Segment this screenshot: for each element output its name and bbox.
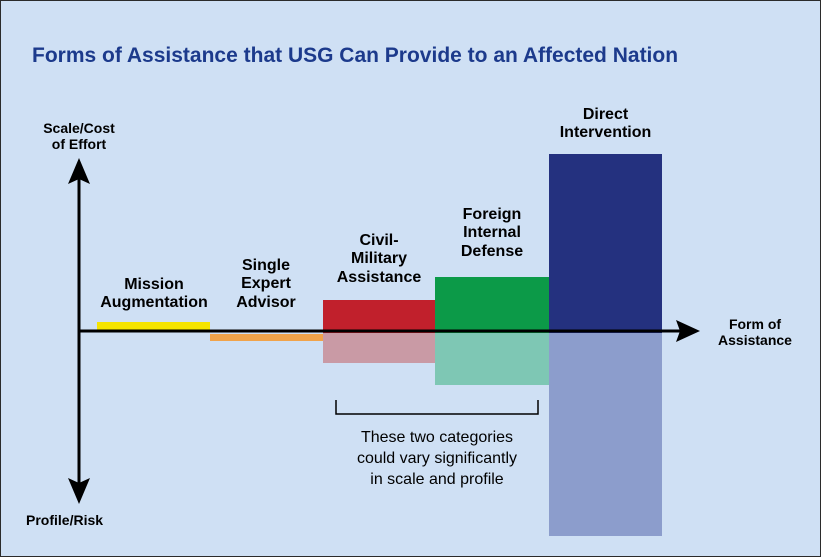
direct-intervention-scale-bar [549,154,662,333]
category-bracket [335,400,539,415]
mission-augmentation-bar [97,322,210,330]
category-label-mission-augmentation: Mission Augmentation [100,276,208,312]
vertical-axis-bottom-arrowhead [68,478,90,504]
vertical-axis-top-arrowhead [68,158,90,184]
category-label-single-expert-advisor: Single Expert Advisor [236,257,296,311]
civil-military-profile-bar [323,333,435,363]
category-label-foreign-internal-defense: Foreign Internal Defense [460,206,524,260]
bracket-note: These two categories could vary signific… [356,429,518,488]
category-label-civil-military-assistance: Civil- Military Assistance [336,232,422,286]
single-expert-advisor-bar [210,334,323,341]
category-label-direct-intervention: Direct Intervention [559,106,652,142]
direct-intervention-profile-bar [549,333,662,536]
horizontal-axis-arrowhead [676,320,700,342]
vertical-axis-top-label: Scale/Cost of Effort [43,120,115,153]
foreign-internal-defense-scale-bar [435,277,549,333]
diagram-title: Forms of Assistance that USG Can Provide… [32,44,679,67]
civil-military-scale-bar [323,300,435,333]
foreign-internal-defense-profile-bar [435,333,549,385]
vertical-axis-bottom-label: Profile/Risk [26,512,104,528]
horizontal-axis-label: Form of Assistance [718,316,792,349]
